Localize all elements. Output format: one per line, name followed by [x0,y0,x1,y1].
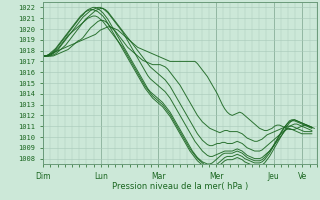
X-axis label: Pression niveau de la mer( hPa ): Pression niveau de la mer( hPa ) [112,182,248,191]
